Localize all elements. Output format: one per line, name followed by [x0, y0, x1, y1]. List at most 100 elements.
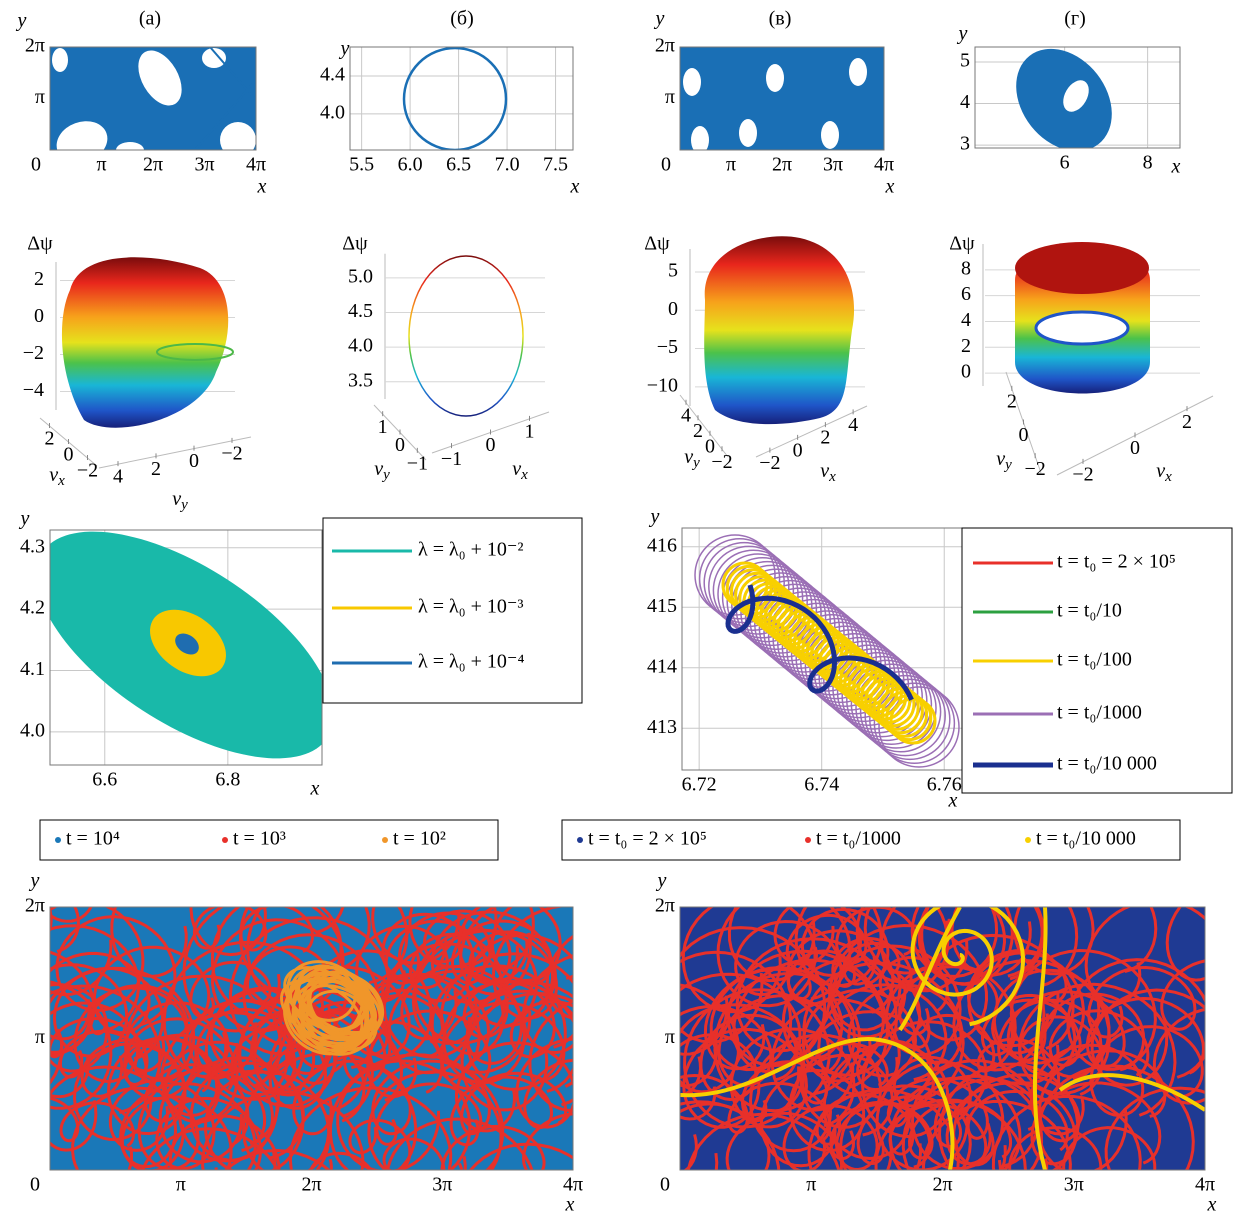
x-tick-label: 2π	[932, 1174, 952, 1196]
y-tick-label: 4.1	[20, 658, 45, 680]
y-tick-label: 413	[647, 716, 677, 738]
x-tick-label: 6.5	[446, 154, 471, 176]
legend-swatch	[55, 837, 61, 843]
x-tick-label: π	[176, 1174, 186, 1196]
y-tick-label: 4.0	[20, 719, 45, 741]
legend-label: λ = λ₀ + 10⁻⁴	[418, 651, 524, 673]
x-tick-label: π	[96, 154, 106, 176]
panel-label: (г)	[1064, 8, 1086, 30]
y-tick-label: π	[35, 1026, 45, 1048]
empty-region	[849, 58, 867, 86]
legend-label: t = t₀/1000	[816, 828, 901, 850]
axis-label-sub: x	[828, 469, 836, 485]
x-tick-label: 2π	[301, 1174, 321, 1196]
plot-area	[695, 535, 959, 767]
axis-label-sub: x	[57, 473, 65, 489]
y-axis-label: y	[19, 508, 30, 530]
x-axis-label: x	[257, 176, 267, 198]
legend-label: t = t₀/100	[1057, 649, 1132, 671]
x-tick-label: 0	[486, 434, 496, 456]
x-tick-label: 3π	[823, 154, 843, 176]
axis-label: vx	[1156, 460, 1172, 486]
axis-label-main: v	[1156, 460, 1165, 482]
surface-hole	[1036, 312, 1128, 344]
x-tick-label: 6.8	[215, 769, 240, 791]
x-tick-label: π	[806, 1174, 816, 1196]
plot-area	[0, 822, 704, 1217]
x-tick-label: 0	[660, 1174, 670, 1196]
x-tick-label: −1	[441, 448, 462, 470]
x-tick-label: −2	[77, 460, 98, 482]
trajectory	[404, 48, 506, 150]
y-tick-label: 2π	[655, 35, 675, 57]
z-tick-label: 4.0	[348, 335, 373, 357]
y-axis-label: y	[16, 10, 27, 32]
empty-region	[739, 119, 757, 147]
x-tick-label: 6.74	[804, 774, 839, 796]
y-tick-label: 416	[647, 534, 677, 556]
legend-swatch	[577, 837, 583, 843]
y-tick-label: 3	[960, 133, 970, 155]
x-axis-label: x	[948, 790, 958, 812]
axis-label: vy	[996, 448, 1012, 474]
y-tick-label: −2	[711, 451, 732, 473]
y-tick-label: 415	[647, 595, 677, 617]
y-axis-label: y	[957, 23, 968, 45]
y-tick-label: −2	[221, 442, 242, 464]
y-axis-label: y	[339, 38, 350, 60]
axis-label: vx	[820, 460, 836, 486]
legend-label: t = 10⁴	[66, 828, 120, 850]
plot-area	[996, 30, 1131, 170]
axis-label-sub: y	[691, 455, 700, 471]
trajectory	[409, 256, 523, 416]
axis-label: vx	[49, 464, 65, 490]
y-tick-label: 4	[113, 466, 123, 488]
y-tick-label: 4	[960, 91, 970, 113]
axis-label-sub: y	[1003, 457, 1012, 473]
y-tick-label: 0	[1019, 424, 1029, 446]
x-tick-label: 0	[1130, 437, 1140, 459]
plot-area	[704, 236, 854, 424]
y-tick-label: 4.0	[320, 102, 345, 124]
y-axis-label: y	[654, 8, 665, 30]
axis-label-main: v	[684, 446, 693, 468]
x-tick-label: 6.6	[92, 769, 117, 791]
legend-label: t = t₀/10 000	[1057, 753, 1157, 775]
axis-label: vy	[172, 488, 188, 514]
axis-label-sub: x	[520, 467, 528, 483]
plot-area	[680, 47, 884, 154]
z-tick-label: 0	[34, 305, 44, 327]
x-tick-label: 3π	[194, 154, 214, 176]
axis-label: vx	[512, 458, 528, 484]
y-tick-label: 2π	[25, 35, 45, 57]
plot-area	[404, 48, 506, 150]
y-tick-label: 2	[693, 420, 703, 442]
x-tick-label: −2	[759, 452, 780, 474]
y-tick-label: 4.4	[320, 64, 345, 86]
y-axis-label: y	[656, 870, 667, 892]
plot-area	[0, 487, 370, 803]
x-axis-label: x	[885, 176, 895, 198]
x-tick-label: 0	[661, 154, 671, 176]
legend-label: t = t₀/10 000	[1036, 828, 1136, 850]
x-tick-label: 6	[1060, 152, 1070, 174]
x-tick-label: 2	[820, 427, 830, 449]
x-tick-label: 0	[31, 154, 41, 176]
x-tick-label: 3π	[1064, 1174, 1084, 1196]
y-tick-label: 2	[1007, 390, 1017, 412]
z-axis-label: Δψ	[342, 233, 368, 255]
axis-label: vy	[684, 446, 700, 472]
plot-area	[606, 862, 1238, 1217]
plot-area	[409, 256, 523, 416]
legend-swatch	[222, 837, 228, 843]
z-tick-label: 0	[668, 298, 678, 320]
x-axis-label: x	[565, 1194, 575, 1216]
z-tick-label: 5.0	[348, 266, 373, 288]
empty-region	[766, 64, 784, 92]
y-tick-label: 5	[960, 50, 970, 72]
z-tick-label: 4	[961, 309, 971, 331]
y-tick-label: 4.3	[20, 535, 45, 557]
surface-top	[1015, 242, 1149, 294]
z-tick-label: −4	[23, 379, 44, 401]
x-tick-label: 2π	[143, 154, 163, 176]
